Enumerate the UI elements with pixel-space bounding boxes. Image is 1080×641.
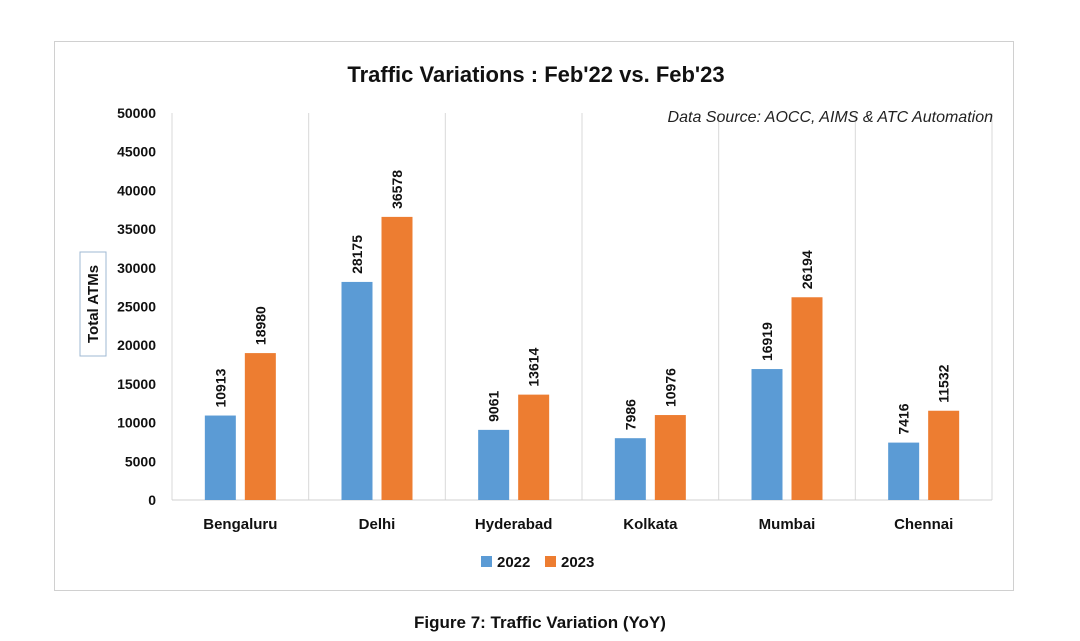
x-tick-label: Kolkata — [623, 516, 678, 533]
bar-2023 — [381, 216, 413, 500]
data-label: 7416 — [896, 403, 912, 434]
data-label: 28175 — [349, 235, 365, 274]
figure-caption: Figure 7: Traffic Variation (YoY) — [414, 613, 666, 632]
y-tick-label: 0 — [148, 492, 156, 508]
legend-swatch-2023 — [545, 556, 556, 567]
data-label: 13614 — [526, 347, 542, 386]
legend-label: 2023 — [561, 554, 594, 571]
bar-2022 — [614, 438, 646, 500]
y-tick-label: 25000 — [117, 299, 156, 315]
data-label: 18980 — [252, 306, 268, 345]
bar-series — [204, 216, 960, 500]
x-axis: Bengaluru Delhi Hyderabad Kolkata Mumbai Chen… — [172, 499, 992, 533]
y-tick-label: 20000 — [117, 337, 156, 353]
bar-2022 — [888, 442, 920, 500]
x-tick-label: Mumbai — [759, 516, 816, 533]
bar-2022 — [204, 415, 236, 500]
data-label: 10913 — [212, 368, 228, 407]
data-label: 36578 — [389, 170, 405, 209]
y-axis: 0 5000 10000 15000 20000 25000 30000 35000 40000… — [117, 105, 156, 508]
bar-2023 — [791, 297, 823, 500]
y-tick-label: 35000 — [117, 221, 156, 237]
bar-2022 — [751, 369, 783, 500]
x-tick-label: Delhi — [359, 516, 396, 533]
y-tick-label: 45000 — [117, 144, 156, 160]
legend-label: 2022 — [497, 554, 530, 571]
x-tick-label: Chennai — [894, 516, 953, 533]
y-axis-title-box: Total ATMs — [79, 251, 107, 357]
data-label: 9061 — [486, 391, 502, 422]
y-tick-label: 5000 — [125, 453, 156, 469]
bar-2022 — [478, 429, 510, 500]
data-label: 10976 — [662, 368, 678, 407]
x-tick-label: Hyderabad — [475, 516, 553, 533]
data-label: 7986 — [622, 399, 638, 430]
y-tick-label: 30000 — [117, 260, 156, 276]
y-tick-label: 10000 — [117, 415, 156, 431]
y-tick-label: 15000 — [117, 376, 156, 392]
chart-title: Traffic Variations : Feb'22 vs. Feb'23 — [347, 62, 724, 87]
bar-2023 — [654, 415, 686, 500]
y-tick-label: 50000 — [117, 105, 156, 121]
data-label: 11532 — [936, 364, 952, 402]
legend-swatch-2022 — [481, 556, 492, 567]
x-tick-label: Bengaluru — [203, 516, 277, 533]
data-source-annotation: Data Source: AOCC, AIMS & ATC Automation — [668, 109, 994, 126]
data-label: 26194 — [799, 250, 815, 289]
legend: 2022 2023 — [481, 554, 594, 571]
y-axis-title: Total ATMs — [85, 265, 102, 343]
data-labels: 10913 18980 28175 36578 9061 13614 7986 10976 16… — [212, 170, 951, 435]
y-tick-label: 40000 — [117, 182, 156, 198]
bar-2023 — [518, 394, 550, 500]
data-label: 16919 — [759, 322, 775, 361]
bar-2022 — [341, 281, 373, 500]
bar-2023 — [928, 410, 960, 500]
category-separators — [171, 113, 993, 500]
bar-2023 — [244, 353, 276, 500]
